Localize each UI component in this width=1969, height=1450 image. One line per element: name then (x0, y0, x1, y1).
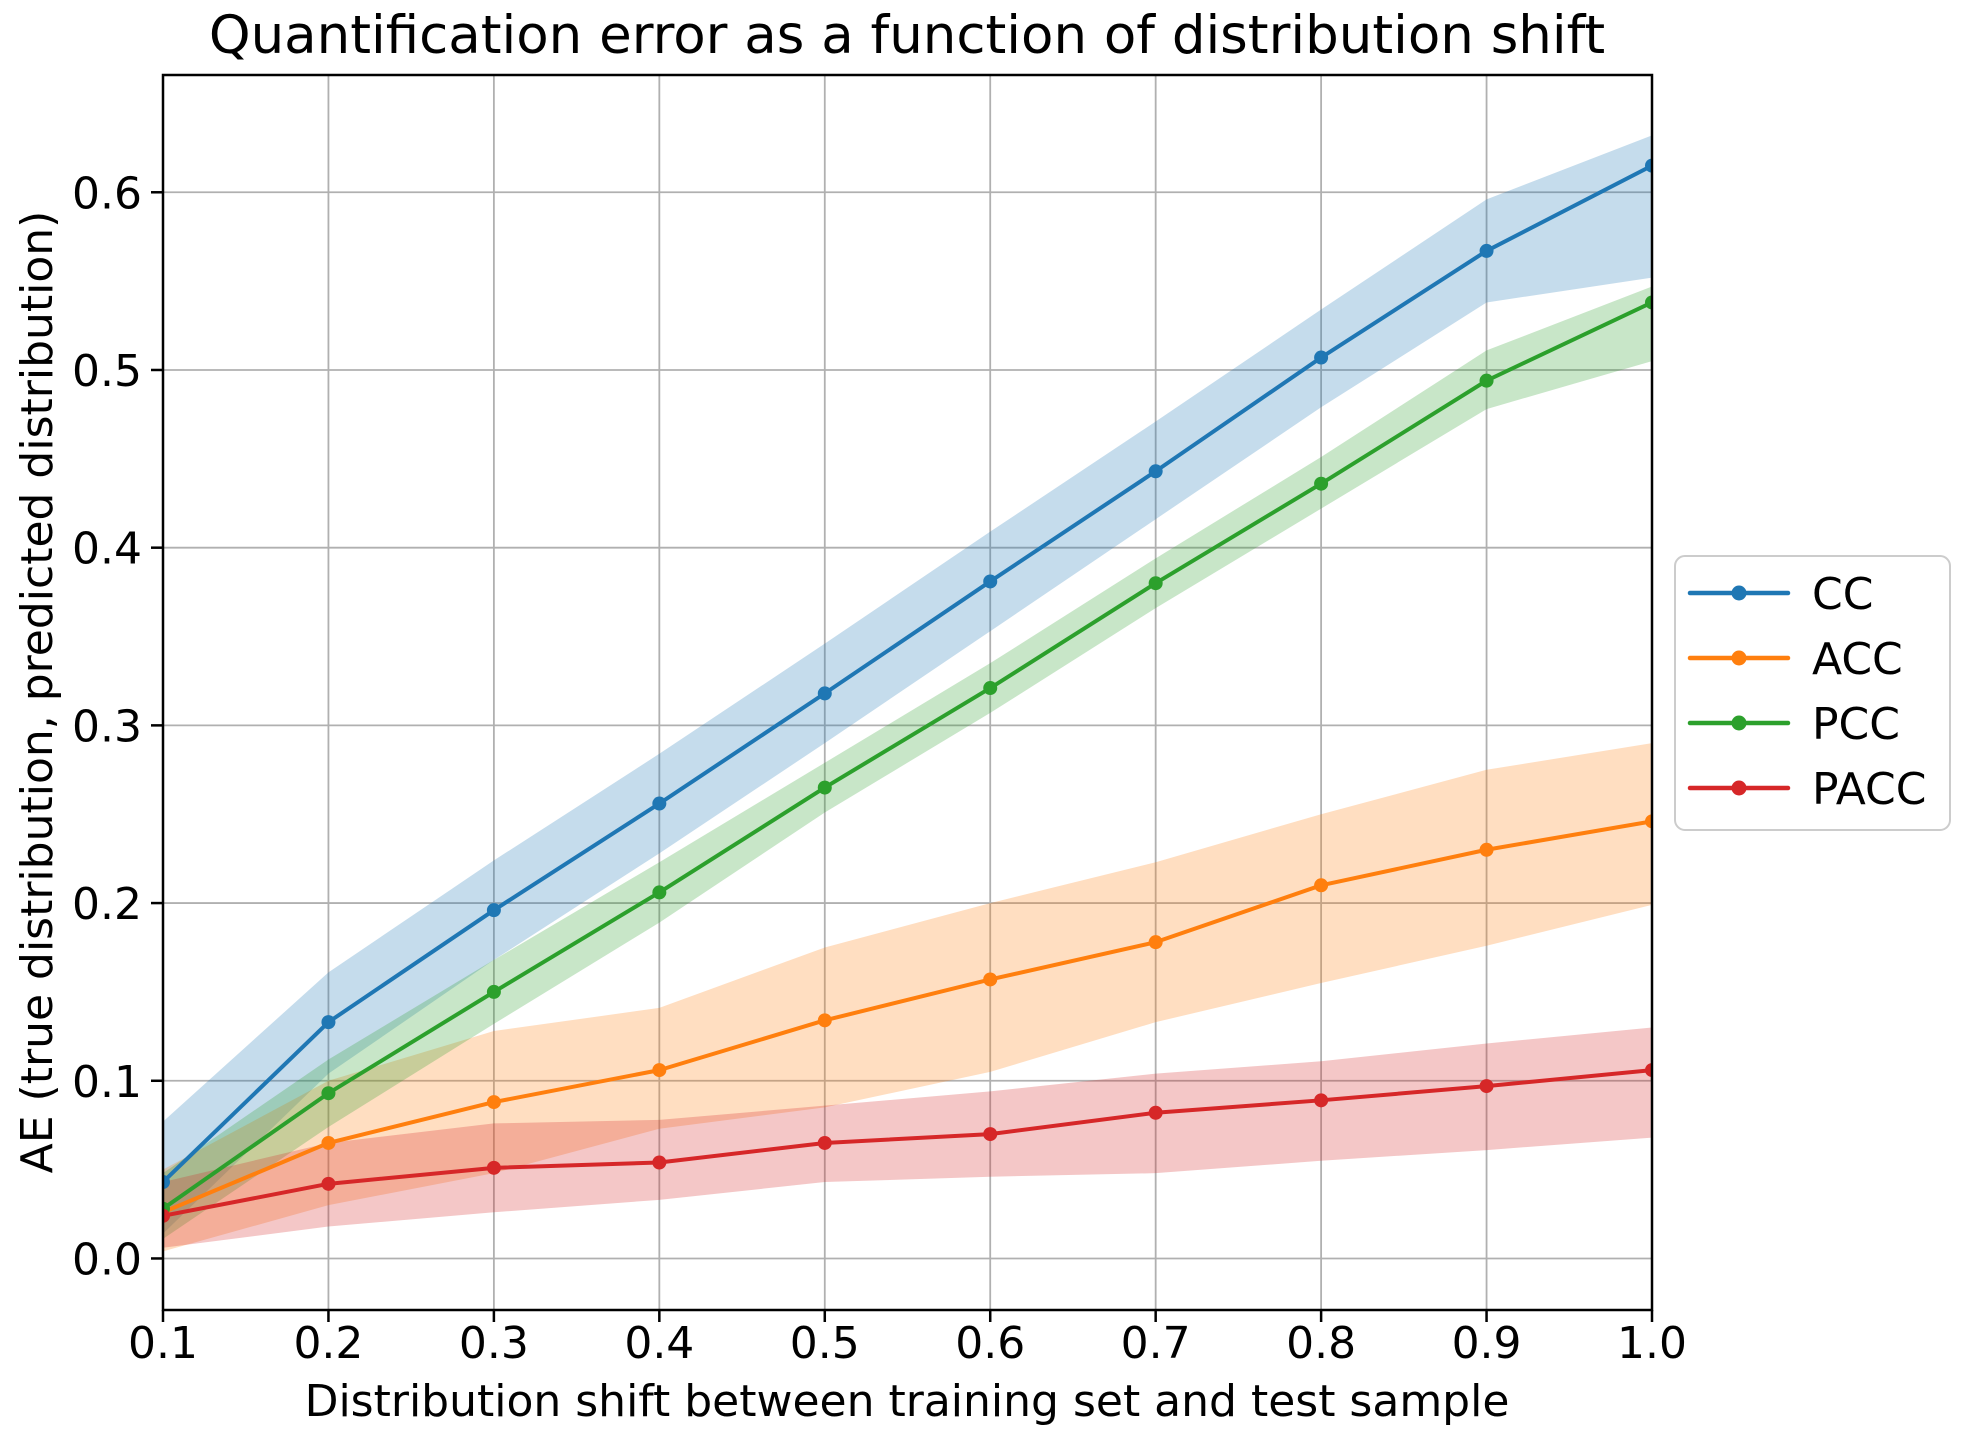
legend-marker (1731, 585, 1747, 601)
y-tick-label: 0.6 (72, 168, 142, 219)
data-point-marker-PACC (163, 1208, 170, 1223)
data-point-marker-ACC (652, 1063, 667, 1078)
legend-marker (1731, 715, 1747, 731)
plot-border (161, 73, 1654, 1312)
data-point-marker-PACC (817, 1135, 832, 1150)
x-tick-label: 0.8 (1286, 1318, 1356, 1369)
data-point-marker-PCC (1314, 476, 1329, 491)
data-point-marker-PCC (652, 885, 667, 900)
data-point-marker-CC (817, 686, 832, 701)
legend-marker (1731, 650, 1747, 666)
data-point-marker-PCC (983, 681, 998, 696)
data-point-marker-ACC (983, 972, 998, 987)
chart-title: Quantification error as a function of di… (209, 5, 1605, 66)
data-point-marker-PACC (983, 1127, 998, 1142)
x-tick-label: 0.7 (1121, 1318, 1191, 1369)
data-point-marker-ACC (1479, 842, 1494, 857)
y-tick-label: 0.1 (72, 1057, 142, 1108)
data-point-marker-PACC (321, 1176, 336, 1191)
legend-entry-PCC: PCC (1687, 699, 1900, 750)
data-point-marker-PACC (1148, 1105, 1163, 1120)
confidence-band-CC (163, 135, 1652, 1234)
x-tick-label: 0.2 (293, 1318, 363, 1369)
legend-entry-CC: CC (1687, 569, 1873, 620)
data-point-marker-CC (1148, 464, 1163, 479)
data-point-marker-ACC (1148, 935, 1163, 950)
data-point-marker-PACC (1645, 1063, 1652, 1078)
legend-label: CC (1812, 569, 1873, 620)
legend-marker (1731, 780, 1747, 796)
x-axis-label: Distribution shift between training set … (305, 1376, 1510, 1427)
data-point-marker-PCC (817, 780, 832, 795)
legend-entry-PACC: PACC (1687, 764, 1927, 815)
data-point-marker-CC (321, 1015, 336, 1030)
confidence-band-ACC (163, 743, 1652, 1252)
series-line-PACC (163, 1068, 1652, 1218)
data-point-marker-CC (1479, 243, 1494, 258)
y-tick-label: 0.0 (72, 1234, 142, 1285)
data-point-marker-CC (1314, 350, 1329, 365)
legend-label: PCC (1812, 699, 1900, 750)
data-point-marker-PACC (1314, 1093, 1329, 1108)
data-point-marker-PACC (486, 1160, 501, 1175)
series-line-PCC (163, 300, 1652, 1211)
legend-label: PACC (1812, 764, 1927, 815)
legend-label: ACC (1812, 634, 1903, 685)
data-point-marker-PCC (486, 984, 501, 999)
data-point-marker-PCC (1148, 576, 1163, 591)
legend: CC ACC PCC PACC (1674, 555, 1951, 831)
tick-labels: 0.1 0.2 0.3 0.4 0.5 0.6 0.7 0.8 0.9 1.0 0.0 0.1 0.2 0… (72, 168, 1687, 1369)
series-lines (163, 158, 1652, 1223)
tick-marks (151, 191, 1654, 1322)
x-tick-label: 0.9 (1452, 1318, 1522, 1369)
x-tick-label: 0.3 (459, 1318, 529, 1369)
y-tick-label: 0.2 (72, 879, 142, 930)
data-point-marker-CC (486, 903, 501, 918)
data-point-marker-CC (1645, 158, 1652, 173)
data-point-marker-ACC (486, 1095, 501, 1110)
y-tick-label: 0.3 (72, 701, 142, 752)
y-tick-label: 0.4 (72, 524, 142, 575)
y-tick-label: 0.5 (72, 346, 142, 397)
data-point-marker-ACC (1314, 878, 1329, 893)
legend-entry-ACC: ACC (1687, 634, 1903, 685)
data-point-marker-PCC (321, 1086, 336, 1101)
data-point-marker-ACC (817, 1013, 832, 1028)
x-tick-label: 0.5 (790, 1318, 860, 1369)
data-point-marker-ACC (1645, 814, 1652, 829)
x-tick-label: 1.0 (1617, 1318, 1687, 1369)
data-point-marker-PCC (1645, 295, 1652, 310)
y-axis-label: AE (true distribution, predicted distrib… (12, 211, 63, 1174)
data-point-marker-CC (652, 796, 667, 811)
series-line-ACC (163, 819, 1652, 1215)
data-point-marker-ACC (321, 1135, 336, 1150)
x-tick-label: 0.4 (624, 1318, 694, 1369)
data-point-marker-PACC (1479, 1079, 1494, 1094)
data-point-marker-PACC (652, 1155, 667, 1170)
x-tick-label: 0.1 (128, 1318, 198, 1369)
data-point-marker-CC (163, 1175, 170, 1190)
confidence-band-PCC (163, 286, 1652, 1239)
data-point-marker-PCC (1479, 373, 1494, 388)
x-tick-label: 0.6 (955, 1318, 1025, 1369)
series-line-CC (163, 163, 1652, 1185)
confidence-bands (163, 135, 1652, 1252)
data-point-marker-CC (983, 574, 998, 589)
legend-box (1674, 555, 1951, 831)
